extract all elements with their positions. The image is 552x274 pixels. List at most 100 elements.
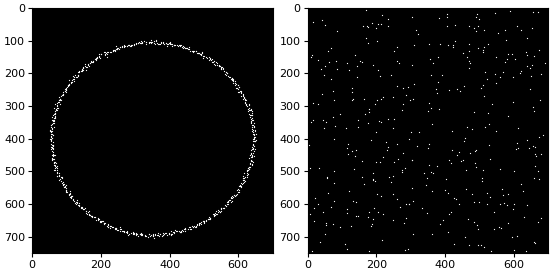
Point xyxy=(327,45,336,50)
Point xyxy=(368,21,376,25)
Point xyxy=(208,57,216,61)
Point xyxy=(355,59,364,63)
Point xyxy=(47,134,56,138)
Point xyxy=(73,203,82,207)
Point xyxy=(222,71,231,76)
Point xyxy=(66,194,75,198)
Point xyxy=(82,209,91,213)
Point xyxy=(66,196,75,201)
Point xyxy=(97,218,105,223)
Point xyxy=(490,227,498,231)
Point xyxy=(50,161,59,165)
Point xyxy=(407,186,416,190)
Point xyxy=(46,137,55,142)
Point xyxy=(216,66,225,70)
Point xyxy=(335,112,344,117)
Point xyxy=(438,73,447,77)
Point xyxy=(474,227,483,231)
Point xyxy=(221,204,230,209)
Point xyxy=(79,68,88,72)
Point xyxy=(485,156,494,161)
Point xyxy=(249,143,258,147)
Point xyxy=(242,172,251,177)
Point xyxy=(454,202,463,206)
Point xyxy=(365,110,374,114)
Point xyxy=(115,44,124,49)
Point xyxy=(73,200,82,204)
Point xyxy=(48,154,57,158)
Point xyxy=(214,63,223,68)
Point xyxy=(154,231,163,235)
Point xyxy=(54,105,62,110)
Point xyxy=(379,155,388,159)
Point xyxy=(123,230,131,234)
Point xyxy=(333,67,342,71)
Point xyxy=(198,219,207,223)
Point xyxy=(250,135,258,140)
Point xyxy=(97,52,105,56)
Point xyxy=(183,46,192,50)
Point xyxy=(185,49,194,53)
Point xyxy=(517,28,526,32)
Point xyxy=(245,112,253,116)
Point xyxy=(82,209,91,213)
Point xyxy=(228,194,237,198)
Point xyxy=(482,190,491,195)
Point xyxy=(113,46,121,50)
Point xyxy=(71,202,80,207)
Point xyxy=(245,108,253,112)
Point xyxy=(127,42,136,47)
Point xyxy=(223,74,232,79)
Point xyxy=(176,230,184,235)
Point xyxy=(316,239,325,244)
Point xyxy=(126,44,135,48)
Point xyxy=(49,153,58,157)
Point xyxy=(111,226,120,230)
Point xyxy=(51,110,60,115)
Point xyxy=(427,170,436,175)
Point xyxy=(236,89,245,93)
Point xyxy=(92,56,101,60)
Point xyxy=(55,98,63,102)
Point xyxy=(418,206,427,210)
Point xyxy=(64,192,73,196)
Point xyxy=(119,45,128,49)
Point xyxy=(371,25,380,30)
Point xyxy=(226,196,235,200)
Point xyxy=(243,166,252,171)
Point xyxy=(238,93,247,97)
Point xyxy=(138,233,147,237)
Point xyxy=(398,170,407,174)
Point xyxy=(220,206,229,210)
Point xyxy=(88,215,97,219)
Point xyxy=(384,144,393,149)
Point xyxy=(467,192,476,196)
Point xyxy=(132,41,141,46)
Point xyxy=(245,164,254,169)
Point xyxy=(125,42,134,47)
Point xyxy=(534,220,543,224)
Point xyxy=(343,145,352,150)
Point xyxy=(229,195,238,199)
Point xyxy=(456,89,465,93)
Point xyxy=(179,228,188,233)
Point xyxy=(428,61,437,65)
Point xyxy=(378,237,386,242)
Point xyxy=(530,109,539,113)
Point xyxy=(203,217,212,222)
Point xyxy=(134,234,143,238)
Point xyxy=(212,209,221,213)
Point xyxy=(347,85,356,90)
Point xyxy=(408,96,417,101)
Point xyxy=(349,167,358,171)
Point xyxy=(343,61,352,65)
Point xyxy=(171,42,180,47)
Point xyxy=(124,233,132,237)
Point xyxy=(132,232,141,236)
Point xyxy=(153,232,162,237)
Point xyxy=(222,70,231,75)
Point xyxy=(137,232,146,236)
Point xyxy=(498,70,507,75)
Point xyxy=(239,171,248,176)
Point xyxy=(119,230,128,234)
